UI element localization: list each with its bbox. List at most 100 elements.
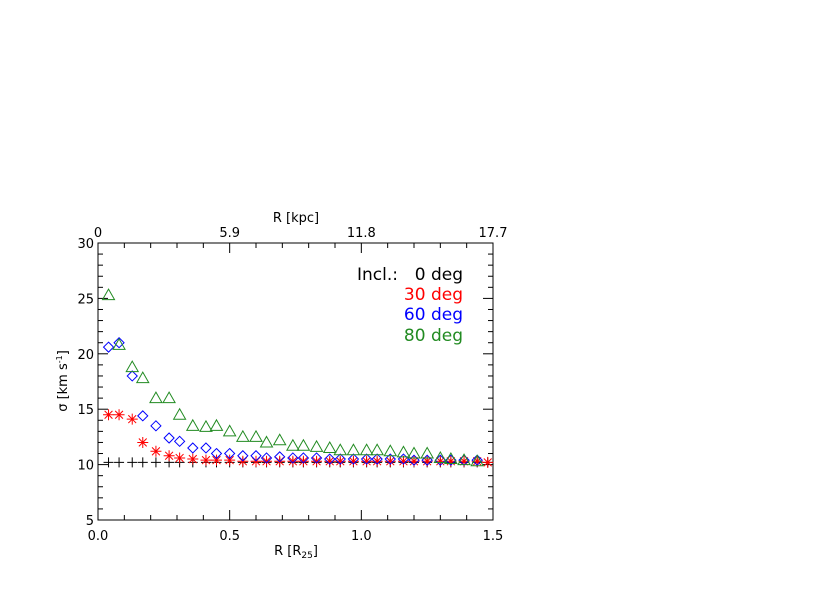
legend-entry-0-deg: 0 deg bbox=[415, 265, 463, 285]
series-30-deg bbox=[103, 409, 494, 468]
data-point bbox=[360, 453, 373, 465]
data-point bbox=[421, 455, 433, 467]
data-point bbox=[384, 453, 397, 465]
data-point bbox=[103, 457, 114, 468]
data-point bbox=[359, 443, 374, 456]
legend-title: Incl.: bbox=[357, 265, 398, 285]
data-point bbox=[371, 453, 383, 465]
data-point bbox=[296, 438, 311, 451]
data-point bbox=[126, 370, 138, 382]
data-point bbox=[286, 438, 300, 451]
data-point bbox=[200, 442, 212, 454]
data-point bbox=[223, 447, 236, 460]
data-point bbox=[235, 429, 250, 442]
y-tick-label: 5 bbox=[86, 514, 94, 529]
data-point bbox=[434, 455, 446, 467]
data-point bbox=[114, 457, 125, 468]
data-point bbox=[311, 455, 323, 467]
data-point bbox=[444, 452, 458, 465]
data-point bbox=[163, 432, 175, 444]
data-point bbox=[346, 443, 361, 456]
data-point bbox=[137, 410, 149, 422]
data-point bbox=[361, 455, 373, 467]
data-point bbox=[162, 391, 176, 404]
data-point bbox=[113, 337, 125, 349]
y-tick-label: 20 bbox=[77, 348, 94, 363]
data-point bbox=[209, 418, 224, 431]
data-point bbox=[259, 435, 274, 448]
data-point bbox=[150, 445, 162, 457]
data-point bbox=[222, 424, 237, 437]
data-point bbox=[224, 454, 236, 466]
data-point bbox=[408, 455, 420, 467]
x2-tick-label: 11.8 bbox=[347, 226, 376, 241]
data-point bbox=[309, 439, 324, 452]
data-point bbox=[125, 360, 140, 373]
data-point bbox=[137, 436, 149, 448]
data-point bbox=[482, 456, 494, 468]
data-point bbox=[420, 446, 435, 459]
data-point bbox=[334, 453, 346, 465]
tick-labels: 0.0 0.5 1.0 1.5 0 5.9 11.8 17.7 5 10 15 20 25 30 bbox=[77, 226, 507, 544]
data-point bbox=[297, 455, 309, 467]
data-point bbox=[433, 450, 448, 463]
data-point bbox=[135, 371, 150, 384]
data-point bbox=[470, 454, 485, 467]
data-point bbox=[113, 409, 125, 421]
data-point bbox=[261, 455, 273, 467]
data-point bbox=[347, 453, 360, 465]
data-point bbox=[407, 446, 421, 459]
data-point bbox=[127, 457, 138, 468]
legend-entry-30-deg: 30 deg bbox=[404, 285, 463, 305]
data-point bbox=[324, 455, 336, 467]
y-tick-label: 10 bbox=[77, 459, 94, 474]
data-point bbox=[471, 454, 483, 466]
data-point bbox=[185, 418, 200, 431]
data-point bbox=[445, 455, 457, 467]
y-tick-label: 15 bbox=[77, 403, 94, 418]
y-tick-label: 25 bbox=[77, 292, 94, 307]
data-point bbox=[150, 457, 161, 468]
data-point bbox=[457, 453, 471, 466]
data-point bbox=[250, 450, 262, 462]
data-point bbox=[103, 409, 115, 421]
data-point bbox=[200, 454, 212, 466]
data-point bbox=[173, 435, 186, 448]
x-tick-label: 1.0 bbox=[351, 529, 372, 544]
data-point bbox=[384, 455, 396, 467]
plot-frame bbox=[97, 242, 494, 521]
data-point bbox=[383, 444, 398, 457]
legend-entry-60-deg: 60 deg bbox=[404, 305, 463, 325]
y-axis-title: σ [km s-1] bbox=[55, 350, 71, 412]
x2-axis-title: R [kpc] bbox=[273, 211, 319, 226]
x-tick-label: 1.5 bbox=[483, 529, 504, 544]
data-point bbox=[249, 429, 263, 442]
data-point bbox=[310, 452, 323, 464]
data-point bbox=[287, 452, 299, 464]
data-point bbox=[149, 391, 163, 404]
data-point bbox=[150, 420, 162, 432]
data-point bbox=[187, 442, 199, 454]
data-point bbox=[172, 407, 187, 420]
data-point bbox=[174, 452, 186, 464]
data-point bbox=[272, 433, 287, 446]
data-point bbox=[199, 419, 213, 432]
data-point bbox=[322, 440, 337, 453]
ticks bbox=[97, 242, 494, 521]
x2-tick-label: 5.9 bbox=[219, 226, 240, 241]
data-point bbox=[102, 341, 115, 353]
y-tick-label: 30 bbox=[77, 237, 94, 252]
data-point bbox=[396, 445, 411, 458]
data-point bbox=[333, 443, 348, 456]
data-point bbox=[334, 455, 346, 467]
data-point bbox=[397, 455, 409, 467]
data-point bbox=[137, 457, 148, 468]
data-point bbox=[371, 455, 383, 467]
data-point bbox=[210, 447, 223, 460]
data-point bbox=[471, 455, 483, 467]
series-60-deg bbox=[102, 337, 483, 466]
data-point bbox=[237, 450, 249, 462]
data-point bbox=[211, 454, 222, 466]
plot-points bbox=[101, 288, 494, 468]
